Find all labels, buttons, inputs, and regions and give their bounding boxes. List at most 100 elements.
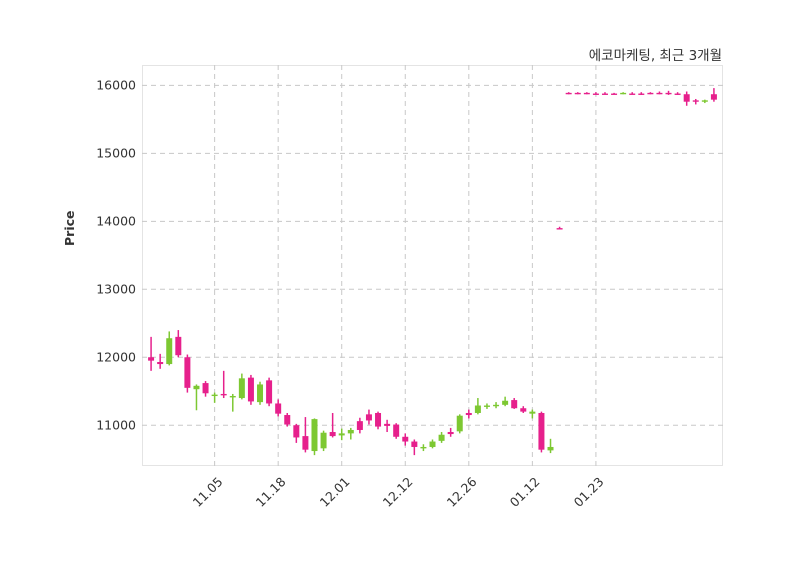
candlestick [329, 412, 336, 438]
candle-body [175, 336, 182, 356]
candlestick [701, 99, 708, 104]
candlestick [465, 409, 472, 419]
candlestick [320, 430, 327, 452]
candle-body [638, 93, 645, 95]
candlestick [157, 353, 164, 369]
candlestick [556, 226, 563, 230]
candle-body [266, 380, 273, 404]
candle-body [601, 93, 608, 95]
candlestick [238, 373, 245, 400]
candlestick [193, 384, 200, 411]
candle-body [438, 434, 445, 441]
candlestick [211, 392, 218, 403]
candlestick [257, 381, 264, 405]
candle-body [420, 446, 427, 449]
candlestick [692, 98, 699, 105]
candlestick [338, 428, 345, 441]
candle-body [193, 385, 200, 390]
candle-body [447, 432, 454, 435]
candlestick [483, 403, 490, 409]
candlestick [175, 330, 182, 358]
candle-body [320, 432, 327, 449]
candle-body [247, 377, 254, 402]
candlestick [647, 92, 654, 95]
x-tick-label: 01.12 [507, 474, 543, 510]
candle-body [402, 436, 409, 442]
y-tick-label: 15000 [96, 145, 136, 161]
candlestick [474, 398, 481, 415]
candle-body [275, 403, 282, 414]
candlestick [375, 411, 382, 430]
candle-body [284, 415, 291, 425]
candlestick [393, 423, 400, 439]
candlestick [302, 417, 309, 453]
candle-body [493, 404, 500, 407]
candlestick [347, 427, 354, 440]
candle-body [157, 362, 164, 365]
candlestick [429, 439, 436, 449]
candlestick [284, 412, 291, 427]
y-tick-label: 16000 [96, 77, 136, 93]
candlestick [493, 402, 500, 409]
candlestick [574, 92, 581, 95]
candle-body [483, 405, 490, 407]
candlestick [456, 414, 463, 434]
candlestick [674, 92, 681, 95]
candle-body [674, 93, 681, 95]
candlestick [311, 418, 318, 456]
candlestick [220, 370, 227, 399]
candlestick [438, 432, 445, 443]
candle-body [411, 441, 418, 447]
candle-body [647, 92, 654, 95]
candle-body [656, 92, 663, 95]
candlestick [611, 92, 618, 95]
candle-body [620, 92, 627, 95]
y-tick-label: 13000 [96, 281, 136, 297]
candle-body [511, 400, 518, 409]
candle-body [238, 378, 245, 399]
candle-body [692, 100, 699, 102]
candlestick [402, 433, 409, 446]
candle-body [384, 423, 391, 426]
candle-body [393, 424, 400, 437]
candlestick [710, 88, 717, 102]
candle-body [456, 415, 463, 432]
candlestick [356, 417, 363, 434]
x-tick-label: 12.01 [316, 474, 353, 510]
candlestick [229, 393, 236, 412]
candlestick [384, 419, 391, 433]
y-axis-ticks: 11000 12000 13000 14000 15000 16000 [90, 0, 136, 575]
candle-body [347, 429, 354, 434]
candle-body [220, 393, 227, 396]
candle-body [257, 384, 264, 403]
plot-svg [142, 65, 723, 466]
candle-body [529, 411, 536, 414]
chart-title: 에코마케팅, 최근 3개월 [588, 48, 722, 64]
candle-body [683, 94, 690, 102]
candle-body [502, 400, 509, 405]
x-tick-label: 12.26 [443, 474, 480, 510]
plot-area [142, 65, 723, 466]
x-tick-label: 01.23 [570, 474, 607, 510]
candle-body [293, 425, 300, 438]
candlestick [202, 381, 209, 397]
candlestick [365, 409, 372, 425]
candlestick [592, 92, 599, 95]
candle-body [211, 394, 218, 397]
candle-body [202, 383, 209, 394]
candle-body [710, 94, 717, 100]
candlestick [502, 396, 509, 407]
candle-body [556, 228, 563, 230]
x-tick-label: 12.12 [379, 474, 416, 510]
candle-body [611, 93, 618, 95]
candlestick [184, 354, 191, 393]
candle-body [474, 405, 481, 413]
candle-body [356, 421, 363, 430]
x-tick-label: 11.05 [189, 474, 226, 510]
candlestick [529, 409, 536, 419]
candlestick [520, 406, 527, 413]
y-tick-label: 14000 [96, 213, 136, 229]
candlestick [683, 91, 690, 106]
